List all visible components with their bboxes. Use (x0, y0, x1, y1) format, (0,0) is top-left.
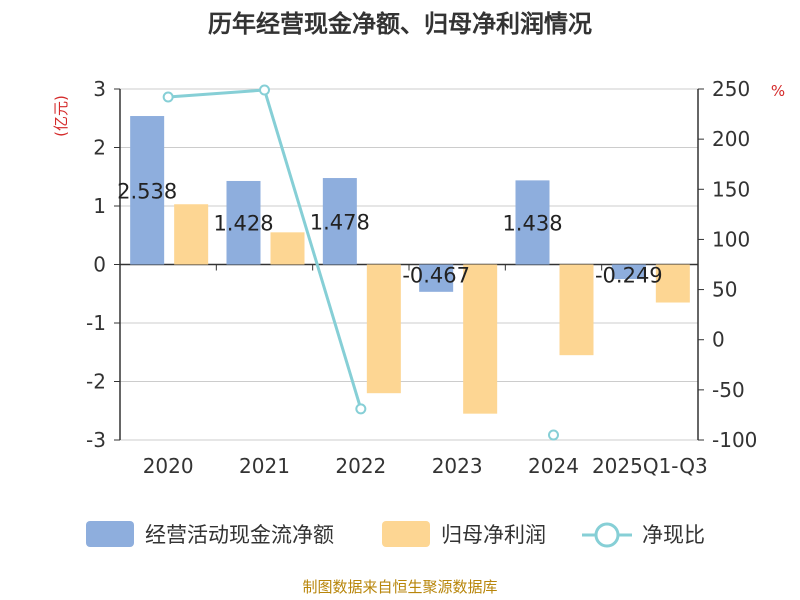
data-label-cashflow: -0.467 (402, 264, 470, 288)
legend-swatch-ratio-marker (594, 522, 620, 548)
bar-cashflow (322, 178, 357, 265)
legend-swatch-cashflow (86, 521, 134, 547)
right-axis-unit: % (771, 82, 785, 100)
right-tick-label: -50 (712, 378, 745, 402)
right-tick-label: -100 (712, 428, 757, 452)
bar-netprofit (655, 264, 690, 303)
bar-netprofit (463, 264, 498, 414)
category-label: 2024 (528, 454, 579, 478)
gridlines (120, 88, 698, 441)
chart-title: 历年经营现金净额、归母净利润情况 (208, 10, 592, 38)
bar-netprofit (174, 204, 209, 265)
category-label: 2025Q1-Q3 (592, 454, 708, 478)
data-label-cashflow: 1.428 (213, 212, 273, 236)
right-tick-label: 250 (712, 77, 750, 101)
left-tick-label: -2 (86, 370, 106, 394)
data-label-cashflow: 1.438 (502, 211, 562, 235)
legend-label-netprofit: 归母净利润 (441, 523, 546, 547)
left-tick-label: 2 (93, 136, 106, 160)
ratio-point (259, 84, 270, 96)
category-label: 2020 (143, 454, 194, 478)
bar-cashflow (515, 180, 550, 265)
bar-cashflow (226, 180, 261, 265)
category-label: 2023 (432, 454, 483, 478)
ratio-point (162, 91, 174, 103)
right-tick-label: 200 (712, 127, 750, 151)
bar-cashflow (611, 264, 646, 280)
legend: 经营活动现金流净额 归母净利润 净现比 (86, 521, 705, 548)
category-label: 2022 (335, 454, 386, 478)
data-labels: 2.538 1.428 1.478 -0.467 1.438 -0.249 (117, 179, 663, 287)
right-tick-label: 100 (712, 227, 750, 251)
bar-cashflow (130, 116, 165, 265)
left-tick-label: -3 (86, 428, 106, 452)
left-tick-label: -1 (86, 311, 106, 335)
right-tick-label: 50 (712, 278, 737, 302)
ratio-point (548, 429, 559, 441)
right-tick-label: 0 (712, 328, 725, 352)
data-source: 制图数据来自恒生聚源数据库 (302, 578, 497, 596)
ratio-point (355, 403, 367, 415)
legend-label-cashflow: 经营活动现金流净额 (145, 523, 334, 547)
legend-swatch-netprofit (382, 521, 430, 547)
bar-netprofit (366, 264, 401, 394)
bar-netprofit (559, 264, 594, 356)
left-tick-label: 1 (93, 194, 106, 218)
legend-label-ratio: 净现比 (642, 523, 705, 547)
ratio-line (162, 84, 559, 441)
right-tick-label: 150 (712, 177, 750, 201)
data-label-cashflow: 2.538 (117, 179, 177, 203)
category-label: 2021 (239, 454, 290, 478)
bars (130, 116, 690, 414)
left-tick-label: 3 (93, 77, 106, 101)
bar-cashflow (419, 264, 454, 292)
data-label-cashflow: 1.478 (310, 210, 370, 234)
left-axis-unit: (亿元) (52, 95, 70, 137)
axes: 3 2 1 0 -1 -2 -3 250 200 150 100 50 0 -50 -100 2020 2021… (86, 77, 757, 478)
bar-netprofit (270, 232, 305, 265)
data-label-cashflow: -0.249 (595, 264, 663, 288)
left-tick-label: 0 (93, 253, 106, 277)
